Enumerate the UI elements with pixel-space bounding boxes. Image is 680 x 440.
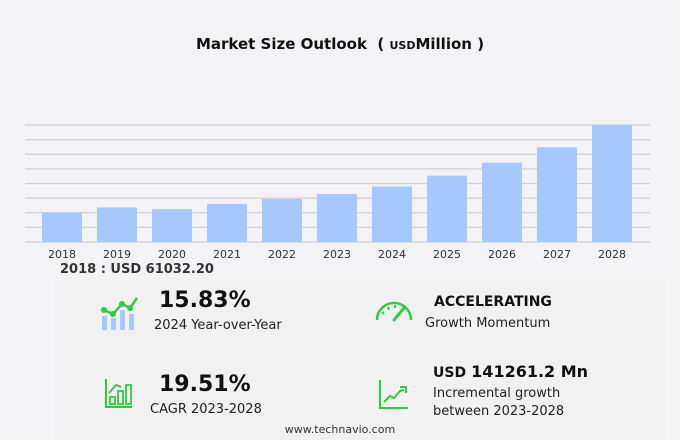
bar-2026 [482,162,522,242]
bar-2020 [152,209,192,242]
yoy-icon [100,296,140,336]
cagr-value: 19.51% [159,372,251,397]
x-tick-label: 2019 [103,248,131,260]
cagr-label: CAGR 2023-2028 [150,402,262,417]
x-tick-label: 2023 [323,248,351,260]
incremental-label-2: between 2023-2028 [433,404,565,419]
x-tick-label: 2018 [48,248,76,260]
incremental-prefix: USD [433,365,467,381]
bar-chart: 2018 2019 2020 2021 2022 2023 2024 2025 2026 2027… [25,124,650,260]
growth-chart-icon [378,378,410,414]
incremental-value: USD 141261.2 Mn [433,362,588,381]
x-tick-label: 2026 [488,248,516,260]
yoy-label: 2024 Year-over-Year [154,318,282,333]
title-paren: ) [477,35,485,53]
bar-2023 [317,194,357,242]
title-unit: Million [415,35,472,53]
x-tick-label: 2025 [433,248,461,260]
x-tick-label: 2024 [378,248,406,260]
bar-2027 [537,147,577,242]
cagr-icon [104,377,134,413]
title-main: Market Size Outlook [195,35,367,53]
yoy-value: 15.83% [159,288,251,313]
bar-2028 [592,125,632,242]
x-tick-label: 2022 [268,248,296,260]
x-tick-label: 2021 [213,248,241,260]
incremental-amount: 141261.2 Mn [471,362,589,381]
base-year-value: 2018 : USD 61032.20 [60,262,214,277]
bar-2025 [427,175,467,242]
x-tick-label: 2020 [158,248,186,260]
x-tick-label: 2027 [543,248,571,260]
bar-2024 [372,186,412,242]
footer-url: www.technavio.com [284,423,396,436]
chart-title: Market Size Outlook ( USDMillion ) [0,35,680,53]
incremental-label-1: Incremental growth [433,386,561,401]
momentum-value: ACCELERATING [434,294,552,310]
title-paren: ( [377,35,385,53]
bar-2021 [207,204,247,242]
title-unit-small: USD [389,39,416,52]
speedometer-icon [374,298,414,328]
bar-2022 [262,198,302,242]
stats-panel [55,280,665,440]
bar-2018 [42,212,82,242]
x-tick-label: 2028 [598,248,626,260]
momentum-label: Growth Momentum [425,316,551,331]
bar-2019 [97,207,137,242]
